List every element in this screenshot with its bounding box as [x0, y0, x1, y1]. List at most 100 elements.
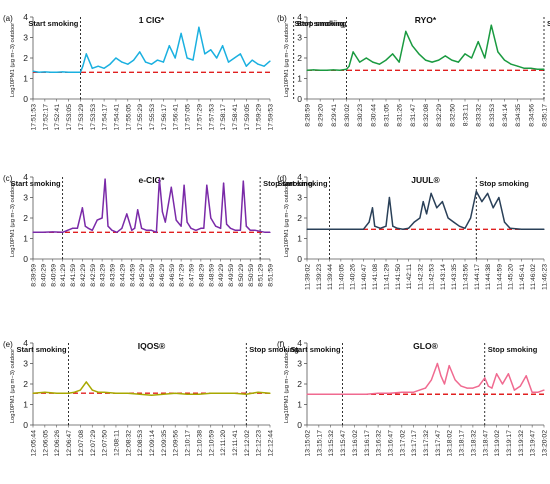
- x-tick-label: 12:08:11: [113, 430, 120, 456]
- x-tick-label: 8:43:29: [100, 264, 107, 287]
- x-tick-label: 17:53:53: [90, 104, 97, 131]
- data-point: [543, 68, 545, 70]
- data-point: [531, 391, 533, 393]
- data-point: [431, 61, 433, 63]
- x-tick-label: 12:05:44: [31, 430, 38, 457]
- stop-marker-label: Stop smoking: [249, 345, 299, 354]
- x-tick-label: 12:12:23: [256, 430, 263, 457]
- data-point: [139, 51, 141, 53]
- data-point: [104, 178, 106, 180]
- x-tick-label: 8:34:14: [502, 104, 509, 127]
- data-point: [164, 221, 166, 223]
- data-point: [183, 184, 185, 186]
- x-tick-label: 8:34:56: [528, 104, 535, 127]
- x-tick-label: 12:11:41: [232, 430, 239, 456]
- x-tick-label: 8:49:29: [218, 264, 225, 287]
- y-tick-label: 3: [297, 33, 302, 43]
- data-point: [42, 231, 44, 233]
- data-point: [79, 389, 81, 391]
- x-tick-label: 8:50:29: [238, 264, 245, 287]
- data-point: [385, 59, 387, 61]
- data-point: [453, 221, 455, 223]
- chart-title: 1 CIG*: [139, 15, 165, 25]
- data-point: [509, 227, 511, 229]
- x-tick-label: 13:18:32: [470, 430, 477, 457]
- x-tick-label: 17:52:41: [54, 104, 61, 131]
- x-tick-label: 8:51:59: [268, 264, 275, 287]
- x-tick-label: 8:33:11: [463, 104, 470, 126]
- stop-marker-label: Stop smoking: [297, 19, 347, 28]
- data-point: [377, 392, 379, 394]
- x-tick-label: 8:32:50: [449, 104, 456, 127]
- data-point: [32, 70, 34, 72]
- x-tick-label: 12:08:32: [125, 430, 132, 457]
- data-point: [396, 227, 398, 229]
- data-point: [210, 217, 212, 219]
- data-point: [216, 57, 218, 59]
- x-tick-label: 8:30:44: [370, 104, 377, 127]
- data-point: [478, 385, 480, 387]
- data-point: [484, 57, 486, 59]
- data-point: [486, 192, 489, 194]
- x-tick-label: 8:40:29: [40, 264, 47, 287]
- x-tick-label: 12:08:53: [137, 430, 144, 457]
- x-tick-label: 8:29:20: [318, 104, 325, 127]
- data-point: [131, 229, 133, 231]
- x-tick-label: 8:32:29: [436, 104, 443, 127]
- data-point: [491, 387, 493, 389]
- x-tick-label: 11:43:35: [451, 264, 458, 290]
- chart-title: e-CIG*: [139, 175, 166, 185]
- data-point: [259, 230, 261, 232]
- x-tick-label: 17:52:17: [42, 104, 49, 131]
- data-point: [543, 228, 545, 230]
- data-point: [203, 227, 205, 229]
- data-point: [484, 377, 486, 379]
- x-tick-label: 8:43:59: [110, 264, 117, 287]
- y-tick-label: 1: [297, 400, 302, 410]
- data-point: [430, 192, 432, 194]
- x-tick-label: 8:33:32: [476, 104, 483, 127]
- y-tick-label: 0: [297, 94, 302, 104]
- data-point: [233, 392, 236, 394]
- data-point: [340, 228, 342, 230]
- x-tick-label: 8:50:59: [248, 264, 255, 287]
- panel-label: (b): [277, 14, 287, 23]
- x-tick-label: 8:35:17: [542, 104, 549, 127]
- data-point: [328, 228, 331, 230]
- data-point: [84, 225, 86, 227]
- data-point: [503, 221, 506, 223]
- x-tick-label: 11:40:47: [361, 264, 368, 290]
- x-tick-label: 8:47:59: [189, 264, 196, 287]
- x-tick-label: 12:09:56: [173, 430, 180, 457]
- data-point: [341, 393, 344, 395]
- data-point: [472, 387, 474, 389]
- data-point: [52, 231, 54, 233]
- data-point: [145, 229, 148, 231]
- data-point: [156, 59, 159, 61]
- y-tick-label: 2: [297, 53, 302, 63]
- data-point: [507, 373, 510, 375]
- x-tick-label: 17:57:05: [185, 104, 192, 131]
- y-tick-label: 4: [297, 338, 302, 348]
- data-point: [532, 228, 534, 230]
- data-point: [116, 231, 118, 233]
- y-tick-label: 4: [23, 338, 28, 348]
- x-tick-label: 12:12:02: [244, 430, 251, 457]
- data-point: [121, 61, 123, 63]
- data-point: [162, 61, 164, 63]
- x-tick-label: 11:41:08: [372, 264, 379, 290]
- data-point: [144, 61, 147, 63]
- data-point: [457, 61, 460, 63]
- x-tick-label: 8:31:26: [397, 104, 404, 127]
- x-tick-label: 13:18:02: [447, 430, 454, 457]
- data-point: [490, 24, 492, 26]
- y-axis-label: Log10PM1 (μg m−3) outdoor: [10, 183, 16, 257]
- x-tick-label: 12:06:05: [42, 430, 49, 457]
- data-point: [418, 389, 421, 391]
- data-point: [222, 182, 225, 184]
- data-point: [348, 65, 350, 67]
- panel-5: 0 1 2 3 4 Log10PM1 (μg m−3) outdoor 13:15:02 13…: [277, 338, 549, 456]
- data-point: [477, 41, 479, 43]
- data-point: [530, 67, 532, 69]
